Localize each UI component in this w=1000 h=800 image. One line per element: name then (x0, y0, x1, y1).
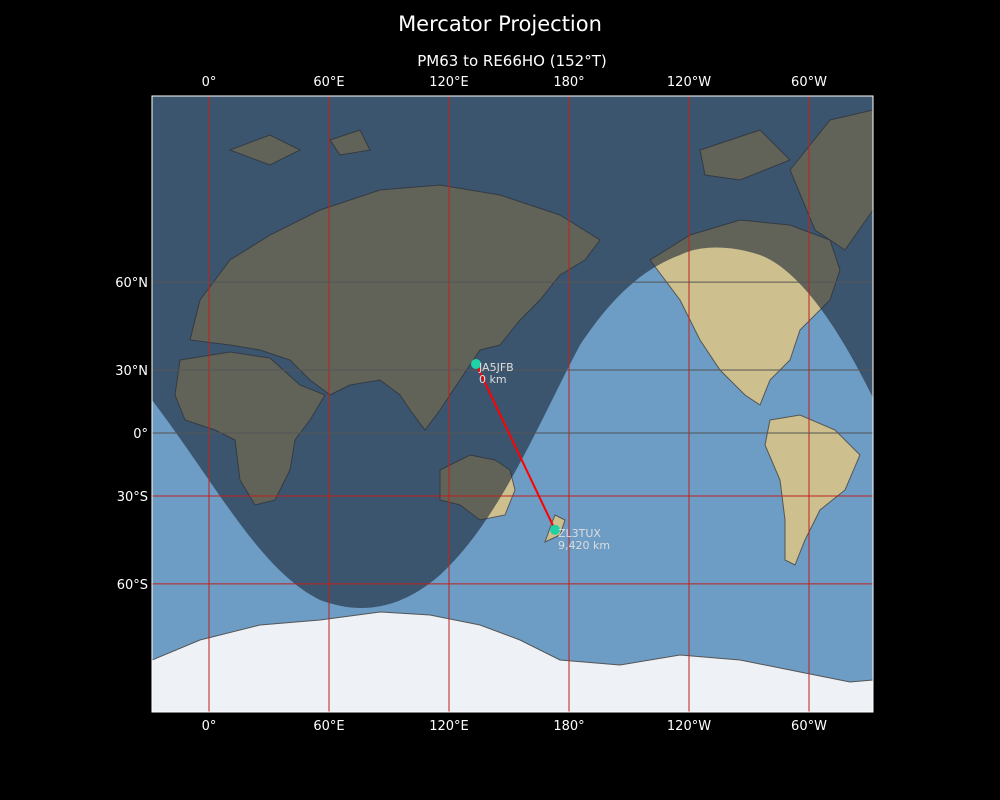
night-shading (152, 96, 873, 608)
y-tick-label: 60°S (117, 578, 148, 593)
path-line (475, 363, 556, 531)
station-marker (471, 358, 481, 369)
x-tick-label-bottom: 0° (202, 719, 217, 734)
y-tick-label: 30°S (117, 490, 148, 505)
y-tick-label: 0° (133, 427, 148, 442)
axis-ticks: 0° 0° 60°E 60°E 120°E 120°E 180° 180° 120°W 120°W… (115, 75, 827, 734)
station-distance: 9,420 km (558, 539, 610, 552)
x-tick-label-top: 0° (202, 75, 217, 90)
x-tick-label-top: 60°W (791, 75, 827, 90)
x-tick-label-bottom: 120°E (429, 719, 469, 734)
map-subtitle: PM63 to RE66HO (152°T) (417, 52, 607, 70)
x-tick-label-bottom: 60°W (791, 719, 827, 734)
x-tick-label-top: 120°W (667, 75, 711, 90)
x-tick-label-top: 120°E (429, 75, 469, 90)
x-tick-label-top: 180° (553, 75, 584, 90)
station-callsign: JA5JFB (478, 361, 514, 374)
x-tick-label-top: 60°E (313, 75, 344, 90)
station-marker (550, 524, 560, 535)
x-tick-label-bottom: 180° (553, 719, 584, 734)
x-tick-label-bottom: 120°W (667, 719, 711, 734)
x-tick-label-bottom: 60°E (313, 719, 344, 734)
y-tick-label: 60°N (115, 276, 148, 291)
station-distance: 0 km (479, 373, 507, 386)
graticule (152, 96, 873, 712)
map-frame (151, 95, 874, 713)
figure-title: Mercator Projection (398, 12, 602, 36)
south-america (764, 414, 861, 566)
y-tick-label: 30°N (115, 364, 148, 379)
antarctica (152, 611, 873, 712)
station-callsign: ZL3TUX (558, 527, 601, 540)
